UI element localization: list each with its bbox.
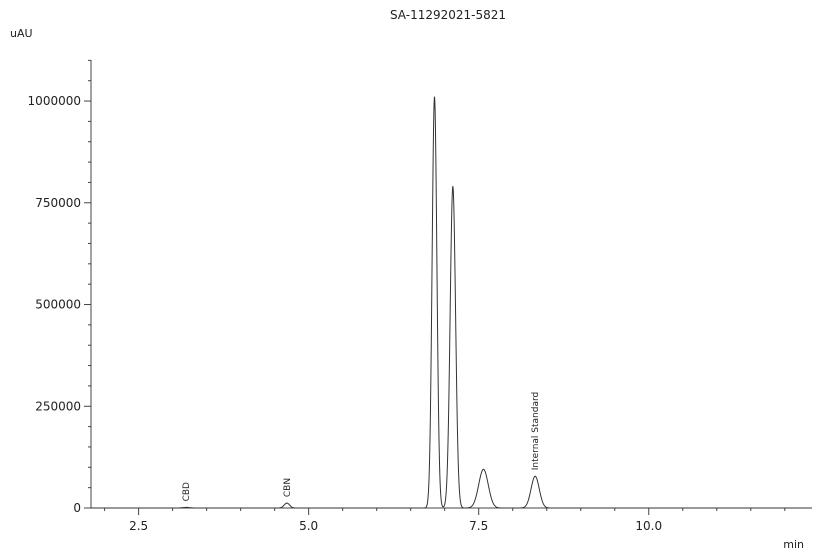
y-tick-label: 0 bbox=[73, 501, 81, 515]
x-tick-label: 7.5 bbox=[469, 519, 488, 533]
y-tick-label: 750000 bbox=[35, 196, 81, 210]
axes: 0 250000 500000 750000 1000000 2.5 5.0 7.5 10.0 bbox=[28, 59, 812, 533]
y-tick-label: 250000 bbox=[35, 399, 81, 413]
peak-point bbox=[534, 475, 536, 477]
y-tick-label: 500000 bbox=[35, 298, 81, 312]
chromatogram-line bbox=[91, 97, 812, 509]
x-tick-label: 2.5 bbox=[129, 519, 148, 533]
peak-annotation-label: CBD bbox=[182, 482, 192, 501]
peak-point bbox=[433, 96, 435, 98]
x-tick-label: 5.0 bbox=[299, 519, 318, 533]
peak-point bbox=[452, 186, 454, 188]
y-axis-label: uAU bbox=[10, 27, 33, 40]
x-tick-label: 10.0 bbox=[635, 519, 662, 533]
peak-annotations: CBD CBN Internal Standard bbox=[182, 392, 541, 502]
peak-point bbox=[482, 468, 484, 470]
peak-annotation-label: Internal Standard bbox=[531, 392, 541, 471]
peak-annotation-label: CBN bbox=[283, 478, 293, 497]
x-axis-label: min bbox=[783, 538, 804, 551]
peak-point bbox=[185, 506, 187, 508]
peak-point bbox=[286, 502, 288, 504]
chromatogram-trace bbox=[91, 96, 812, 509]
chart-title: SA-11292021-5821 bbox=[390, 8, 506, 22]
y-tick-label: 1000000 bbox=[28, 94, 81, 108]
